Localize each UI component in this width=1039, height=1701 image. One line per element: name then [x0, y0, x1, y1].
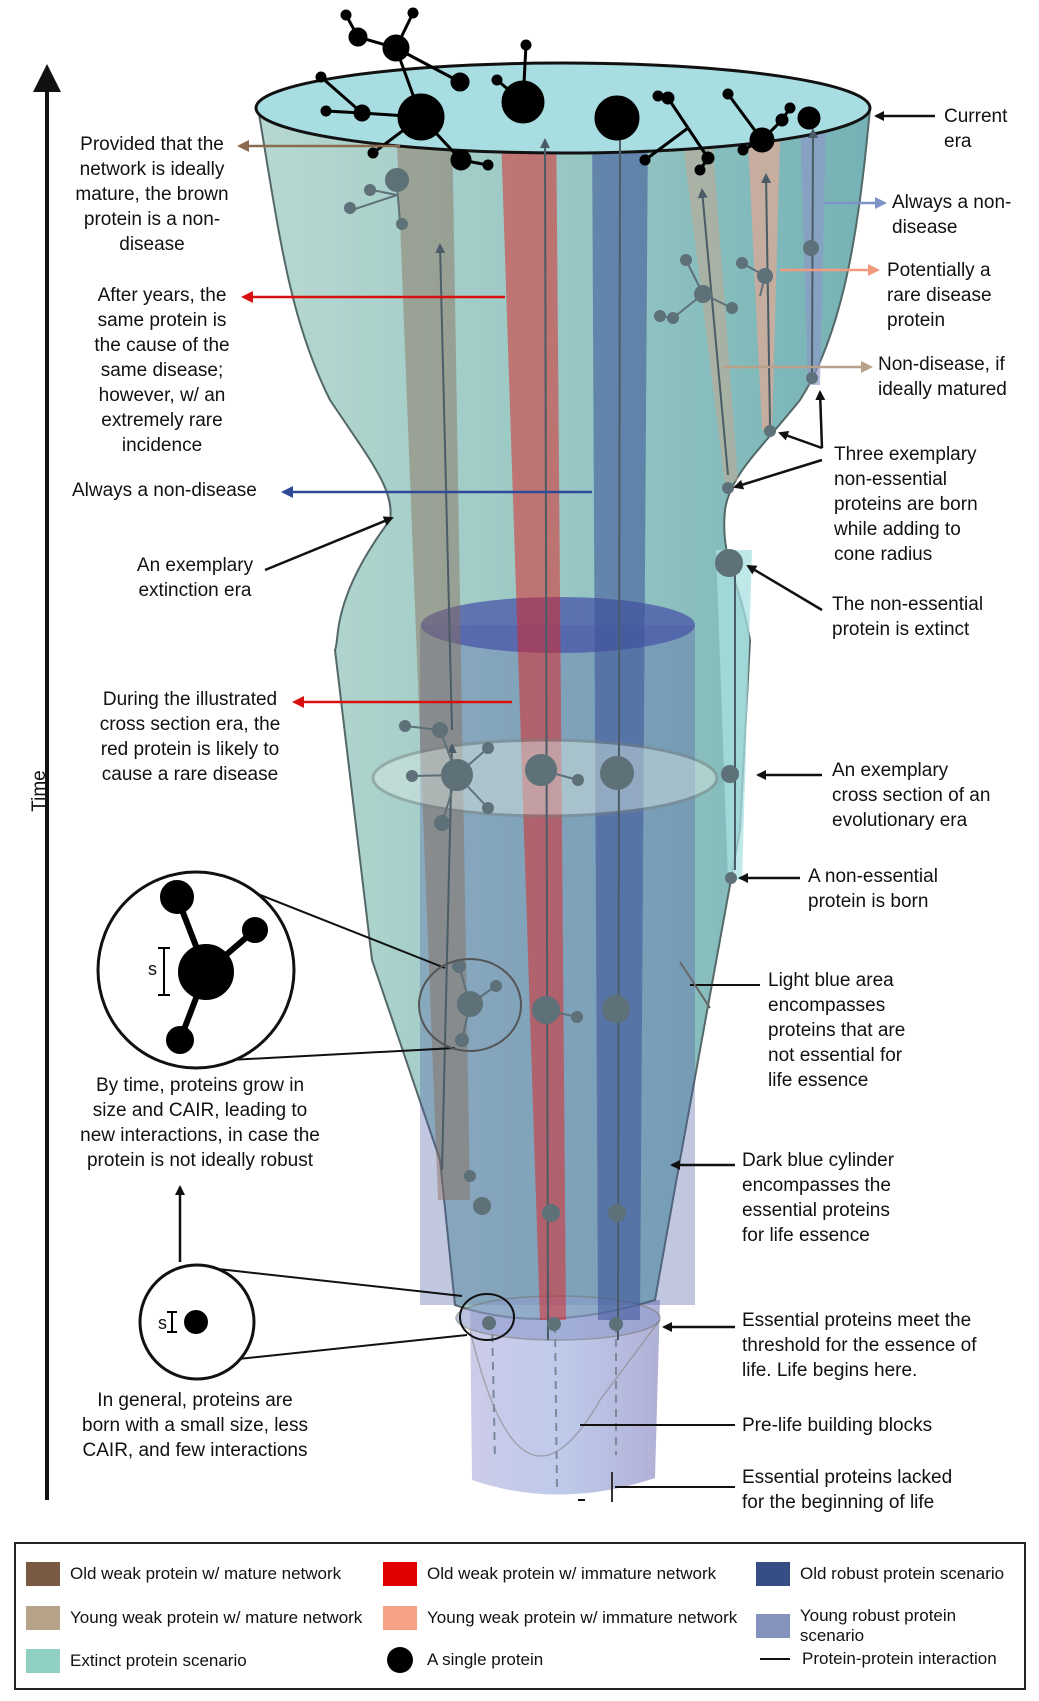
- extinction-era-label: An exemplary extinction era: [136, 555, 254, 601]
- salmon-protein-column: [748, 140, 780, 430]
- legend-item: Old robust protein scenario: [756, 1562, 1004, 1586]
- zoom-protein-small: [184, 1310, 208, 1334]
- legend-swatch: [26, 1606, 60, 1630]
- always-nondisease-right-label: Always a non- disease: [892, 192, 1012, 238]
- legend-item: Young weak protein w/ mature network: [26, 1606, 362, 1630]
- bracket-lines: [578, 961, 760, 1502]
- legend-label: Young weak protein w/ mature network: [70, 1608, 363, 1627]
- grow-in-size-label: By time, proteins grow in size and CAIR,…: [80, 1075, 320, 1171]
- potentially-rare-label: Potentially a rare disease protein: [887, 260, 992, 331]
- red-rare-disease-label: During the illustrated cross section era…: [99, 689, 281, 785]
- annotation-arrows: [175, 111, 935, 1332]
- born-small-label: In general, proteins are born with a sma…: [82, 1390, 308, 1461]
- pre-life-label: Pre-life building blocks: [742, 1415, 933, 1436]
- legend-swatch: [756, 1614, 790, 1638]
- pre-life-curve: [469, 1319, 661, 1457]
- legend-swatch: [383, 1562, 417, 1586]
- legend-label: Young weak protein w/ immature network: [427, 1608, 738, 1627]
- essential-threshold-label: Essential proteins meet the threshold fo…: [742, 1310, 977, 1381]
- legend-item: A single protein: [383, 1647, 543, 1673]
- cross-section-label: An exemplary cross section of an evoluti…: [832, 760, 991, 831]
- size-bracket-large: [158, 947, 170, 996]
- legend-item: Old weak protein w/ immature network: [383, 1562, 716, 1586]
- legend-item: Protein-protein interaction: [756, 1649, 997, 1669]
- nonessential-born-label: A non-essential protein is born: [808, 866, 938, 912]
- time-axis-arrowhead: [33, 64, 61, 92]
- essential-lacked-label: Essential proteins lacked for the beginn…: [742, 1467, 953, 1513]
- size-bracket-small: [167, 1311, 177, 1333]
- legend-label: Protein-protein interaction: [802, 1649, 997, 1668]
- tan-protein-column: [682, 135, 738, 485]
- legend-label: Old weak protein w/ immature network: [427, 1564, 717, 1583]
- legend-item: Extinct protein scenario: [26, 1649, 247, 1673]
- top-protein-networks: [315, 7, 821, 176]
- legend: Old weak protein w/ mature network Old w…: [14, 1542, 1026, 1690]
- zoom-callouts: [199, 882, 522, 1364]
- legend-item: Young robust protein scenario: [756, 1606, 1024, 1646]
- size-label-large: s: [148, 959, 157, 979]
- legend-swatch: [383, 1606, 417, 1630]
- light-blue-area-label: Light blue area encompasses proteins tha…: [768, 970, 906, 1091]
- legend-label: Extinct protein scenario: [70, 1651, 247, 1670]
- legend-label: Old robust protein scenario: [800, 1564, 1005, 1583]
- same-protein-label: After years, the same protein is the cau…: [94, 285, 230, 456]
- interaction-line-icon: [760, 1658, 790, 1660]
- nondisease-if-matured-label: Non-disease, if ideally matured: [878, 354, 1007, 400]
- legend-swatch: [756, 1562, 790, 1586]
- time-axis-label: Time: [29, 770, 50, 812]
- legend-swatch: [26, 1562, 60, 1586]
- legend-swatch: [26, 1649, 60, 1673]
- size-label-small: s: [158, 1313, 167, 1333]
- brown-protein-column: [396, 118, 470, 1200]
- legend-item: Young weak protein w/ immature network: [383, 1606, 737, 1630]
- inner-protein-networks: [344, 168, 819, 1331]
- growth-arrows: [435, 128, 818, 1341]
- always-nondisease-left-label: Always a non-disease: [72, 480, 257, 501]
- zoom-network-large: [160, 880, 268, 1054]
- dark-blue-cylinder-label: Dark blue cylinder encompasses the essen…: [742, 1150, 895, 1246]
- legend-label: Young robust protein scenario: [799, 1606, 957, 1645]
- pre-life-dashes: [491, 1319, 617, 1491]
- legend-item: Old weak protein w/ mature network: [26, 1562, 341, 1586]
- brown-mature-label: Provided that the network is ideally mat…: [75, 134, 229, 255]
- nonessential-extinct-label: The non-essential protein is extinct: [832, 594, 984, 640]
- legend-label: A single protein: [427, 1650, 544, 1669]
- legend-label: Old weak protein w/ mature network: [70, 1564, 342, 1583]
- current-era-label: Current era: [944, 106, 1008, 152]
- current-era-ellipse: [254, 61, 872, 155]
- protein-dot-icon: [387, 1647, 413, 1673]
- three-nonessential-label: Three exemplary non-essential proteins a…: [834, 444, 978, 565]
